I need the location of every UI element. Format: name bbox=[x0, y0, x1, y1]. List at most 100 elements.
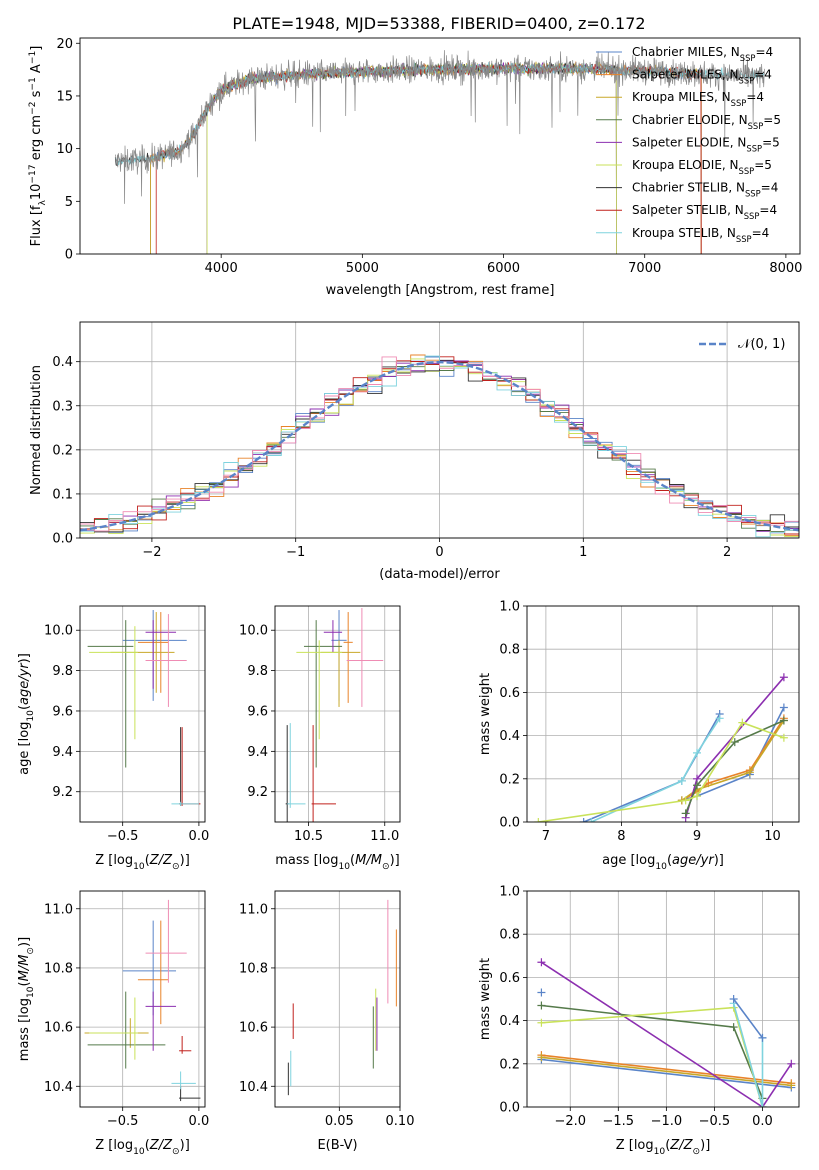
y-axis-label: age [log10(age/yr)] bbox=[17, 653, 36, 775]
x-tick-label: 10 bbox=[764, 829, 781, 844]
weight-marker bbox=[587, 818, 596, 822]
mass-vs-EBV-panel: 0.05 0.10 10.4 10.6 10.8 11.0 E(B-V) bbox=[239, 890, 415, 1153]
x-tick-label: −1.5 bbox=[603, 1114, 635, 1129]
y-tick-label: 1.0 bbox=[499, 600, 520, 615]
weight-line bbox=[732, 1003, 764, 1107]
axes-frame bbox=[79, 605, 206, 823]
y-tick-label: 10.0 bbox=[44, 624, 73, 639]
weight-line bbox=[541, 1058, 792, 1089]
y-tick-label: 0.4 bbox=[499, 729, 520, 744]
error-bar-point bbox=[320, 640, 361, 707]
plot-area bbox=[537, 958, 796, 1107]
x-tick-label: 10.5 bbox=[294, 829, 323, 844]
weight-marker bbox=[730, 738, 739, 747]
y-tick-label: 9.6 bbox=[52, 704, 73, 719]
error-bar-point bbox=[145, 899, 187, 983]
weight-marker bbox=[537, 1001, 546, 1010]
y-axis-label: mass weight bbox=[478, 958, 493, 1040]
age-vs-mass-panel: 10.5 11.0 9.2 9.4 9.6 9.8 10.0 mass [log10(M/M⊙… bbox=[239, 605, 401, 872]
y-tick-label: 0.2 bbox=[499, 1057, 520, 1072]
weight-marker bbox=[758, 1103, 767, 1107]
x-axis-label: wavelength [Angstrom, rest frame] bbox=[326, 283, 555, 298]
model-line bbox=[155, 61, 702, 254]
y-tick-label: 9.4 bbox=[247, 745, 268, 760]
plot-area bbox=[80, 354, 799, 538]
weight-marker bbox=[693, 748, 701, 757]
weight-marker bbox=[681, 796, 690, 805]
error-bar-point bbox=[145, 991, 177, 1051]
legend-entry: Kroupa ELODIE, NSSP=5 bbox=[632, 158, 772, 176]
y-tick-label: 0.3 bbox=[52, 399, 73, 414]
error-bar-point bbox=[89, 626, 138, 740]
y-tick-label: 0.4 bbox=[52, 355, 73, 370]
x-tick-label: 0.0 bbox=[189, 1114, 210, 1129]
x-tick-label: 1 bbox=[579, 545, 587, 560]
y-axis-label: Flux [fλ10−17 erg cm−2 s−1 A−1] bbox=[28, 46, 48, 247]
weight-line bbox=[541, 1006, 764, 1107]
y-tick-label: 0.8 bbox=[499, 928, 520, 943]
weight-marker bbox=[779, 703, 788, 712]
weight-marker bbox=[729, 995, 738, 1003]
figure-title: PLATE=1948, MJD=53388, FIBERID=0400, z=0… bbox=[232, 14, 645, 33]
weight-marker bbox=[537, 1053, 546, 1062]
y-axis-label: mass [log10(M/M⊙)] bbox=[17, 937, 36, 1061]
weight-marker bbox=[537, 988, 546, 997]
x-tick-label: 9 bbox=[693, 829, 701, 844]
y-tick-label: 9.2 bbox=[52, 785, 73, 800]
weight-line bbox=[541, 1056, 792, 1087]
y-tick-label: 0.2 bbox=[499, 772, 520, 787]
histogram-step bbox=[80, 356, 799, 532]
y-tick-label: 0.0 bbox=[499, 816, 520, 831]
error-bar-point bbox=[171, 801, 199, 806]
y-tick-label: 9.8 bbox=[247, 664, 268, 679]
mass-vs-Z-panel: −0.5 0.0 10.4 10.6 10.8 11.0 Z [log10(Z/Z⊙)] ma… bbox=[17, 890, 210, 1157]
x-tick-label: 0.10 bbox=[386, 1114, 415, 1129]
weight-marker bbox=[693, 792, 701, 801]
x-axis-label: Z [log10(Z/Z⊙)] bbox=[95, 1138, 190, 1157]
y-tick-label: 11.0 bbox=[239, 902, 268, 917]
weight-marker bbox=[537, 958, 546, 967]
y-tick-label: 9.4 bbox=[52, 745, 73, 760]
y-tick-label: 1.0 bbox=[499, 885, 520, 900]
error-bar-point bbox=[145, 614, 187, 707]
error-bar-point bbox=[89, 997, 138, 1060]
x-axis-label: age [log10(age/yr)] bbox=[602, 853, 724, 872]
error-bar-point bbox=[287, 723, 306, 808]
weight-marker bbox=[787, 1059, 796, 1068]
weight-marker bbox=[534, 818, 543, 822]
axes-frame bbox=[526, 890, 800, 1108]
y-tick-label: 10.6 bbox=[239, 1021, 268, 1036]
x-tick-label: 11.0 bbox=[370, 829, 399, 844]
massweight-vs-Z-panel: −2.0 −1.5 −1.0 −0.5 0.0 0.0 0.2 0.4 0.6 0.8 1.0 Z [… bbox=[478, 885, 800, 1157]
data-spectrum-line bbox=[114, 50, 765, 204]
x-tick-label: 8 bbox=[617, 829, 625, 844]
y-tick-label: 0 bbox=[65, 248, 73, 263]
x-tick-label: 6000 bbox=[487, 261, 520, 276]
legend: Chabrier MILES, NSSP=4 Salpeter MILES, NS… bbox=[596, 45, 781, 244]
axes-frame bbox=[274, 890, 401, 1108]
error-bar-point bbox=[145, 620, 177, 689]
residuals-panel: −2 −1 0 1 2 0.0 0.1 0.2 0.3 0.4 (data-model)/error… bbox=[29, 321, 800, 582]
y-axis-label: Normed distribution bbox=[29, 365, 44, 495]
legend-entry: Salpeter ELODIE, NSSP=5 bbox=[632, 135, 780, 153]
weight-line bbox=[541, 1054, 792, 1084]
x-tick-label: −2.0 bbox=[554, 1114, 586, 1129]
legend-entry: Chabrier MILES, NSSP=4 bbox=[632, 45, 773, 63]
x-axis-label: mass [log10(M/M⊙)] bbox=[275, 853, 399, 872]
error-bar-point bbox=[122, 610, 187, 701]
weight-marker bbox=[779, 733, 788, 742]
x-tick-label: −0.5 bbox=[107, 829, 139, 844]
x-axis-label: Z [log10(Z/Z⊙)] bbox=[95, 853, 190, 872]
weight-line bbox=[732, 998, 764, 1039]
y-tick-label: 5 bbox=[65, 195, 73, 210]
legend-entry: Salpeter STELIB, NSSP=4 bbox=[632, 203, 777, 221]
legend: 𝒩(0, 1) bbox=[699, 337, 785, 352]
x-tick-label: −2 bbox=[142, 545, 161, 560]
y-tick-label: 0.6 bbox=[499, 686, 520, 701]
error-bar-point bbox=[296, 640, 343, 740]
y-tick-label: 0.1 bbox=[52, 487, 73, 502]
model-line bbox=[206, 61, 617, 254]
grid bbox=[527, 890, 799, 1108]
x-tick-label: 0.0 bbox=[189, 829, 210, 844]
y-tick-label: 10.4 bbox=[44, 1080, 73, 1095]
